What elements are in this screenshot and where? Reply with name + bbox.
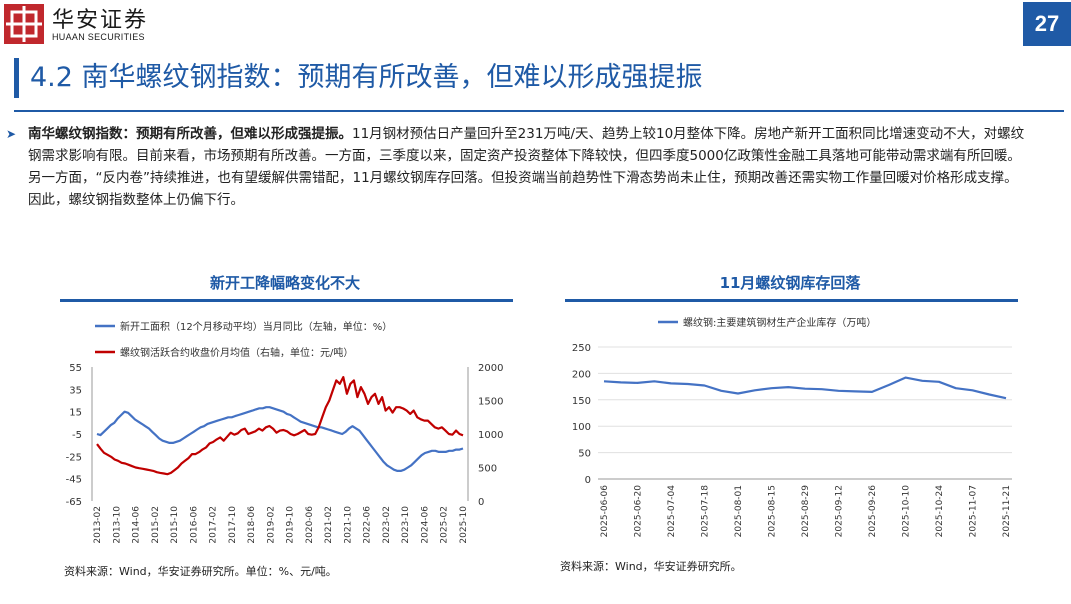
left-x-tick-label: 2013-10	[112, 506, 122, 544]
left-x-tick-label: 2016-06	[189, 506, 199, 544]
title-accent-bar	[14, 58, 19, 98]
right-y-tick-label: 1000	[478, 430, 503, 441]
left-x-tick-label: 2023-02	[382, 506, 392, 544]
right-x-tick-label: 2025-11-21	[1002, 485, 1012, 537]
right-x-tick-label: 2025-11-07	[969, 485, 979, 537]
company-logo-icon	[4, 4, 44, 44]
right-x-tick-label: 2025-08-15	[768, 485, 778, 537]
left-x-tick-label: 2014-06	[132, 506, 142, 544]
left-legend-label-blue: 新开工面积（12个月移动平均）当月同比（左轴，单位：%）	[120, 320, 392, 333]
right-y-tick-label: 100	[572, 422, 591, 433]
right-y-tick-label: 0	[585, 475, 591, 486]
right-y-tick-label: 150	[572, 396, 591, 407]
right-x-tick-label: 2025-07-04	[667, 485, 677, 538]
left-x-tick-label: 2015-02	[151, 506, 161, 544]
right-x-tick-label: 2025-10-10	[902, 485, 912, 538]
new-construction-yoy-line	[96, 406, 464, 472]
logo-chinese-name: 华安证券	[52, 8, 149, 33]
left-x-tick-label: 2015-10	[170, 506, 180, 544]
right-x-tick-label: 2025-06-06	[600, 485, 610, 538]
right-legend-label: 螺纹钢:主要建筑钢材生产企业库存（万吨）	[683, 316, 876, 329]
rebar-price-line	[96, 376, 464, 476]
left-x-tick-label: 2020-06	[305, 506, 315, 544]
left-chart-rule	[60, 299, 513, 302]
rebar-inventory-line	[603, 376, 1007, 400]
left-chart-title: 新开工降幅略变化不大	[209, 274, 360, 292]
left-y-tick-label: -65	[66, 497, 82, 508]
right-y-tick-label: 1500	[478, 397, 503, 408]
right-x-tick-label: 2025-08-01	[734, 485, 744, 537]
left-legend-label-red: 螺纹钢活跃合约收盘价月均值（右轴，单位：元/吨）	[120, 346, 353, 359]
left-chart-source: 资料来源：Wind，华安证券研究所。单位：%、元/吨。	[64, 565, 337, 578]
left-y-tick-label: -25	[66, 452, 82, 463]
right-y-tick-label: 50	[578, 449, 591, 460]
left-x-tick-label: 2019-02	[266, 506, 276, 544]
right-y-tick-label: 250	[572, 343, 591, 354]
right-x-tick-label: 2025-07-18	[701, 485, 711, 538]
left-y-tick-label: -45	[66, 475, 82, 486]
right-x-tick-label: 2025-08-29	[801, 485, 811, 538]
left-y-tick-label: 35	[69, 385, 82, 396]
left-y-tick-label: 55	[69, 363, 82, 374]
logo-english-name: HUAAN SECURITIES	[52, 32, 145, 42]
right-chart-source: 资料来源：Wind，华安证券研究所。	[560, 560, 742, 573]
left-y-tick-label: 15	[69, 408, 82, 419]
left-x-tick-label: 2019-10	[286, 506, 296, 544]
left-x-tick-label: 2022-06	[363, 506, 373, 544]
summary-text: 11月钢材预估日产量回升至231万吨/天、趋势上较10月整体下降。房地产新开工面…	[28, 126, 1025, 208]
right-chart: 螺纹钢:主要建筑钢材生产企业库存（万吨） 250 200 150 100 50 0 202…	[572, 316, 1012, 537]
page-number: 27	[1023, 2, 1071, 46]
page-title: 4.2 南华螺纹钢指数：预期有所改善，但难以形成强提振	[30, 62, 703, 93]
right-x-tick-label: 2025-10-24	[935, 485, 945, 538]
left-y-tick-label: -5	[72, 430, 82, 441]
right-y-tick-label: 500	[478, 464, 497, 475]
right-y-tick-label: 2000	[478, 363, 503, 374]
right-x-tick-label: 2025-09-26	[868, 485, 878, 538]
title-divider	[14, 110, 1064, 112]
summary-lead: 南华螺纹钢指数：预期有所改善，但难以形成强提振。	[28, 126, 352, 142]
left-x-tick-label: 2025-10	[459, 506, 469, 544]
left-x-tick-label: 2013-02	[93, 506, 103, 544]
left-x-tick-label: 2025-02	[440, 506, 450, 544]
right-y-tick-label: 200	[572, 369, 591, 380]
right-chart-title: 11月螺纹钢库存回落	[719, 274, 861, 292]
left-x-tick-label: 2017-02	[209, 506, 219, 544]
left-x-tick-label: 2024-06	[420, 506, 430, 544]
left-x-tick-label: 2023-10	[401, 506, 411, 544]
bullet-arrow-icon: ➤	[6, 127, 17, 141]
right-x-tick-label: 2025-06-20	[634, 485, 644, 538]
left-chart: 新开工面积（12个月移动平均）当月同比（左轴，单位：%） 螺纹钢活跃合约收盘价月…	[66, 320, 504, 544]
left-x-tick-label: 2021-10	[343, 506, 353, 544]
left-x-tick-label: 2021-02	[324, 506, 334, 544]
right-chart-rule	[565, 299, 1018, 302]
right-y-tick-label: 0	[478, 497, 484, 508]
left-x-tick-label: 2017-10	[228, 506, 238, 544]
summary-paragraph: ➤ 南华螺纹钢指数：预期有所改善，但难以形成强提振。11月钢材预估日产量回升至23…	[6, 123, 1028, 211]
right-x-tick-label: 2025-09-12	[835, 485, 845, 537]
left-x-tick-label: 2018-06	[247, 506, 257, 544]
